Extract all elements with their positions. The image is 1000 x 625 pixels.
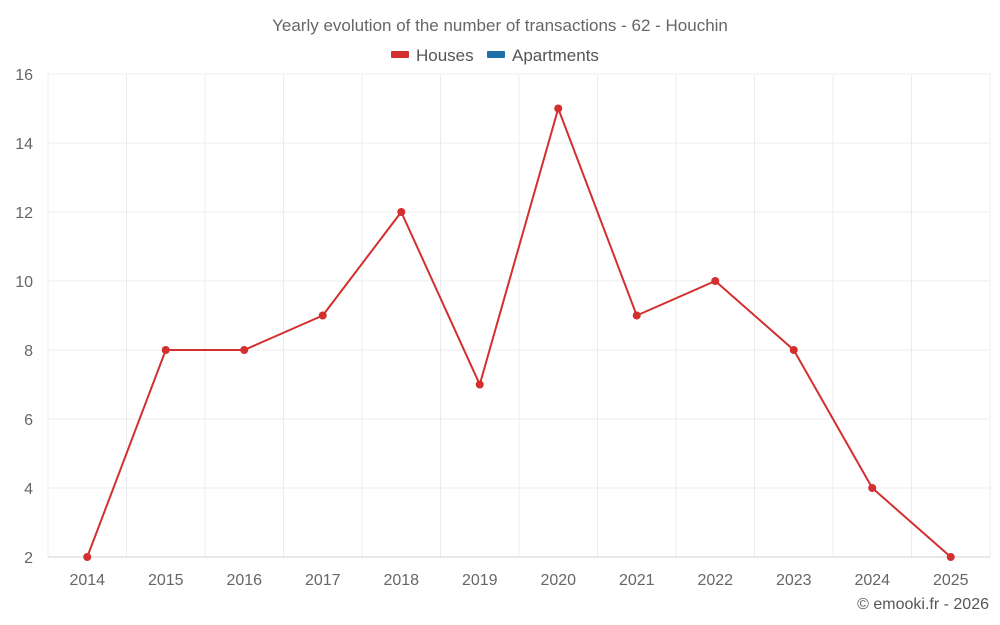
- data-point-houses[interactable]: [83, 553, 92, 561]
- legend-label-apartments: Apartments: [512, 46, 599, 65]
- data-point-houses[interactable]: [632, 311, 641, 320]
- y-tick-label: 16: [15, 67, 33, 84]
- credit-text: © emooki.fr - 2026: [857, 596, 989, 613]
- legend-item-houses[interactable]: Houses: [391, 46, 474, 65]
- y-tick-label: 6: [24, 412, 33, 429]
- x-tick-label: 2020: [540, 572, 576, 589]
- legend-swatch-houses: [391, 51, 409, 58]
- y-tick-label: 4: [24, 481, 33, 498]
- data-point-houses[interactable]: [240, 346, 249, 354]
- y-tick-label: 8: [24, 343, 33, 360]
- x-tick-label: 2019: [462, 572, 498, 589]
- x-axis-ticks: 2014 2015 2016 2017 2018 2019 2020 2021 2022 2023…: [69, 572, 968, 589]
- data-point-houses[interactable]: [475, 380, 484, 389]
- legend-item-apartments[interactable]: Apartments: [487, 46, 599, 65]
- data-point-houses[interactable]: [318, 311, 327, 320]
- legend-label-houses: Houses: [416, 46, 474, 65]
- x-tick-label: 2015: [148, 572, 184, 589]
- y-axis-ticks: 2 4 6 8 10 12 14 16: [15, 67, 33, 567]
- x-tick-label: 2018: [383, 572, 419, 589]
- data-point-houses[interactable]: [161, 346, 170, 354]
- x-tick-label: 2014: [69, 572, 105, 589]
- data-point-houses[interactable]: [711, 277, 720, 285]
- data-point-houses[interactable]: [789, 346, 798, 354]
- x-tick-label: 2025: [933, 572, 969, 589]
- data-point-houses[interactable]: [946, 553, 955, 561]
- x-tick-label: 2022: [697, 572, 733, 589]
- x-tick-label: 2023: [776, 572, 812, 589]
- grid: [47, 73, 991, 558]
- x-tick-label: 2016: [226, 572, 262, 589]
- legend-swatch-apartments: [487, 51, 505, 58]
- data-point-houses[interactable]: [397, 208, 406, 216]
- x-tick-label: 2021: [619, 572, 655, 589]
- x-tick-label: 2024: [854, 572, 890, 589]
- data-point-houses[interactable]: [554, 104, 563, 113]
- chart-title: Yearly evolution of the number of transa…: [272, 16, 728, 35]
- legend: Houses Apartments: [391, 46, 599, 65]
- data-point-houses[interactable]: [868, 484, 877, 492]
- y-tick-label: 14: [15, 136, 33, 153]
- series-houses: [83, 104, 955, 561]
- x-tick-label: 2017: [305, 572, 341, 589]
- series-line-houses: [86, 107, 952, 558]
- y-tick-label: 12: [15, 205, 33, 222]
- y-tick-label: 10: [15, 274, 33, 291]
- y-tick-label: 2: [24, 550, 33, 567]
